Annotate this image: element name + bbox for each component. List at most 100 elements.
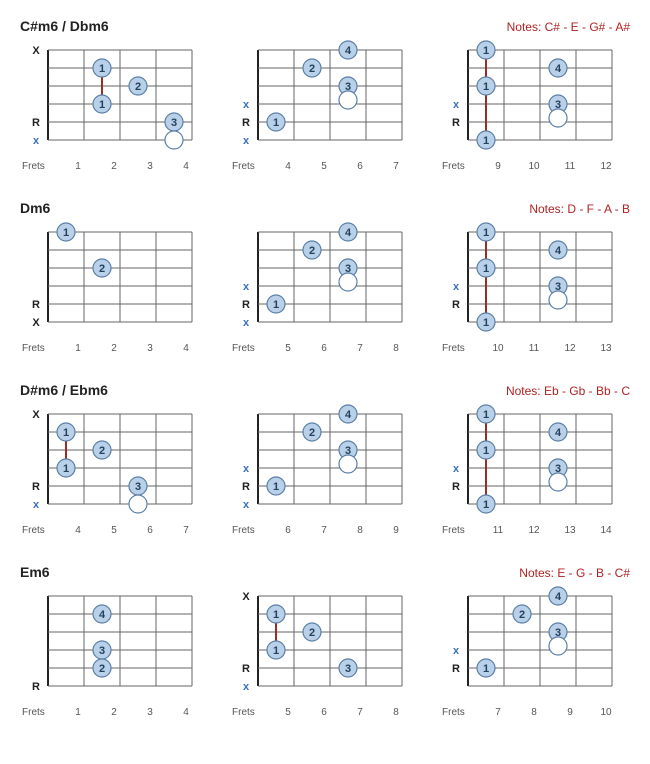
chord-diagram-wrapper: Rx14131Frets11121314: [440, 404, 624, 536]
svg-text:1: 1: [99, 63, 105, 75]
svg-text:2: 2: [309, 627, 315, 639]
svg-text:R: R: [32, 681, 40, 693]
chord-diagram: xRx4231: [230, 404, 410, 522]
svg-text:1: 1: [483, 663, 489, 675]
svg-text:x: x: [243, 281, 250, 293]
svg-text:4: 4: [555, 591, 562, 603]
chord-diagram: xRX1213: [230, 586, 410, 704]
chord-section: Em6Notes: E - G - B - C#R432Frets1234xRX…: [20, 564, 630, 718]
svg-text:x: x: [453, 645, 460, 657]
svg-text:4: 4: [555, 245, 562, 257]
svg-text:1: 1: [483, 263, 489, 275]
chord-name: Dm6: [20, 200, 50, 216]
svg-text:X: X: [32, 317, 40, 329]
svg-text:1: 1: [483, 45, 489, 57]
chord-name: C#m6 / Dbm6: [20, 18, 109, 34]
fret-labels: Frets4567: [20, 525, 204, 536]
chord-section: Dm6Notes: D - F - A - BXR12Frets1234xRx4…: [20, 200, 630, 354]
diagram-row: xRX1213Frets1234xRx4231Frets4567Rx14131F…: [20, 40, 630, 172]
svg-text:X: X: [32, 45, 40, 57]
svg-text:x: x: [243, 499, 250, 511]
svg-text:x: x: [33, 499, 40, 511]
svg-text:1: 1: [483, 81, 489, 93]
svg-text:4: 4: [345, 227, 352, 239]
chord-notes: Notes: E - G - B - C#: [519, 566, 630, 580]
chord-diagram-wrapper: Rx4231Frets78910: [440, 586, 624, 718]
svg-text:3: 3: [135, 481, 141, 493]
chord-notes: Notes: Eb - Gb - Bb - C: [506, 384, 630, 398]
svg-text:x: x: [453, 99, 460, 111]
chord-notes: Notes: C# - E - G# - A#: [507, 20, 630, 34]
diagram-row: xRX1213Frets4567xRx4231Frets6789Rx14131F…: [20, 404, 630, 536]
svg-text:1: 1: [483, 135, 489, 147]
svg-text:1: 1: [63, 463, 69, 475]
chord-diagram: Rx4231: [440, 586, 620, 704]
svg-text:4: 4: [345, 45, 352, 57]
svg-text:4: 4: [555, 63, 562, 75]
svg-text:3: 3: [345, 663, 351, 675]
svg-text:R: R: [32, 481, 40, 493]
chord-diagram: xRx4231: [230, 222, 410, 340]
svg-text:R: R: [32, 117, 40, 129]
chord-notes: Notes: D - F - A - B: [529, 202, 630, 216]
svg-text:1: 1: [483, 499, 489, 511]
svg-text:2: 2: [99, 663, 105, 675]
svg-text:R: R: [242, 299, 250, 311]
svg-text:1: 1: [483, 227, 489, 239]
svg-text:R: R: [242, 481, 250, 493]
svg-text:R: R: [242, 117, 250, 129]
chord-section: D#m6 / Ebm6Notes: Eb - Gb - Bb - CxRX121…: [20, 382, 630, 536]
chord-diagram-wrapper: xRx4231Frets5678: [230, 222, 414, 354]
svg-text:R: R: [32, 299, 40, 311]
svg-text:x: x: [243, 463, 250, 475]
chord-diagram-wrapper: R432Frets1234: [20, 586, 204, 718]
svg-text:1: 1: [273, 481, 279, 493]
fret-labels: Frets5678: [230, 707, 414, 718]
svg-text:R: R: [452, 481, 460, 493]
chord-diagram: Rx14131: [440, 404, 620, 522]
chord-diagram: Rx14131: [440, 40, 620, 158]
fret-labels: Frets78910: [440, 707, 624, 718]
svg-text:X: X: [242, 591, 250, 603]
chord-diagram-wrapper: Rx14131Frets9101112: [440, 40, 624, 172]
svg-text:x: x: [243, 99, 250, 111]
svg-text:2: 2: [519, 609, 525, 621]
chord-diagram-wrapper: xRx4231Frets6789: [230, 404, 414, 536]
chord-diagram: Rx14131: [440, 222, 620, 340]
chord-diagram: xRX1213: [20, 404, 200, 522]
svg-text:1: 1: [483, 409, 489, 421]
svg-text:2: 2: [135, 81, 141, 93]
svg-text:1: 1: [273, 609, 279, 621]
svg-text:R: R: [452, 663, 460, 675]
chord-diagram-wrapper: Rx14131Frets10111213: [440, 222, 624, 354]
chord-diagram: XR12: [20, 222, 200, 340]
section-header: Dm6 Notes: D - F - A - B: [20, 200, 630, 216]
svg-text:1: 1: [273, 117, 279, 129]
svg-text:2: 2: [309, 427, 315, 439]
svg-text:4: 4: [345, 409, 352, 421]
svg-text:R: R: [452, 299, 460, 311]
svg-text:1: 1: [63, 227, 69, 239]
svg-text:1: 1: [483, 317, 489, 329]
svg-text:4: 4: [555, 427, 562, 439]
fret-labels: Frets4567: [230, 161, 414, 172]
svg-text:1: 1: [273, 299, 279, 311]
fret-labels: Frets10111213: [440, 343, 624, 354]
svg-text:1: 1: [483, 445, 489, 457]
svg-text:R: R: [452, 117, 460, 129]
svg-text:x: x: [243, 317, 250, 329]
chord-section: C#m6 / Dbm6Notes: C# - E - G# - A#xRX121…: [20, 18, 630, 172]
chord-diagram: xRx4231: [230, 40, 410, 158]
chord-diagram-wrapper: XR12Frets1234: [20, 222, 204, 354]
section-header: Em6 Notes: E - G - B - C#: [20, 564, 630, 580]
svg-text:4: 4: [99, 609, 106, 621]
fret-labels: Frets1234: [20, 161, 204, 172]
svg-text:x: x: [33, 135, 40, 147]
svg-text:1: 1: [63, 427, 69, 439]
svg-text:3: 3: [99, 645, 105, 657]
svg-text:2: 2: [309, 245, 315, 257]
chord-diagram-wrapper: xRx4231Frets4567: [230, 40, 414, 172]
svg-text:2: 2: [309, 63, 315, 75]
chord-name: Em6: [20, 564, 50, 580]
diagram-row: XR12Frets1234xRx4231Frets5678Rx14131Fret…: [20, 222, 630, 354]
